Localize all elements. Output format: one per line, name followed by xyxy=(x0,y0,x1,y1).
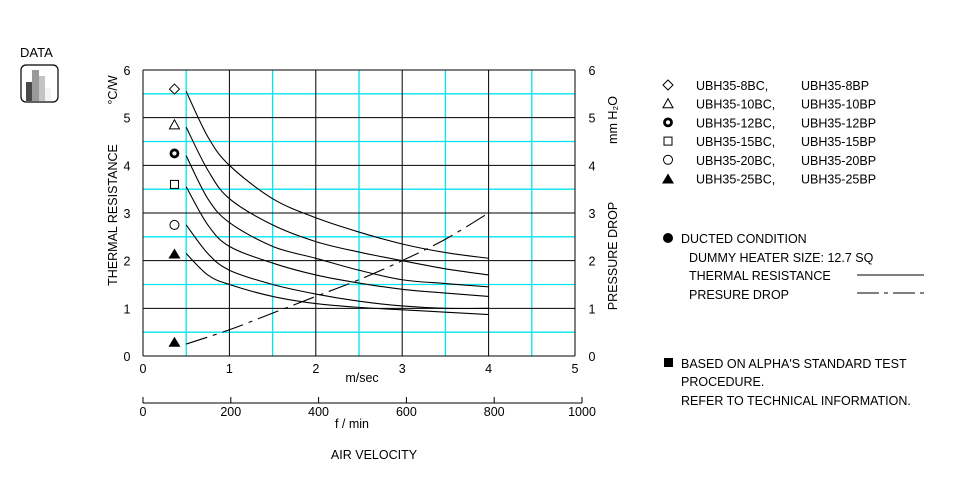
legend-model-bp: UBH35-8BP xyxy=(801,79,869,93)
x2-tick-label: 600 xyxy=(396,405,417,419)
legend-model-bc: UBH35-10BC, xyxy=(696,98,775,112)
triangle-filled-icon xyxy=(662,173,674,184)
square-icon xyxy=(663,136,673,146)
y-left-label: THERMAL RESISTANCE xyxy=(106,144,120,286)
square-icon xyxy=(169,179,179,189)
x-tick-label: 3 xyxy=(399,362,406,376)
triangle-filled-icon xyxy=(168,336,181,347)
y-right-tick-label: 2 xyxy=(589,255,596,269)
thermal-resistance-curve-4 xyxy=(185,224,489,310)
y-left-tick-label: 4 xyxy=(124,159,131,173)
triangle-open-icon xyxy=(168,118,181,130)
x-tick-label: 0 xyxy=(140,362,147,376)
legend-model-bc: UBH35-8BC, xyxy=(696,79,768,93)
circle-open-icon xyxy=(663,154,673,165)
diamond-icon xyxy=(168,83,181,95)
x2-tick-label: 800 xyxy=(484,405,505,419)
series-markers xyxy=(168,83,181,347)
triangle-filled-icon xyxy=(168,248,181,259)
legend-model-bp: UBH35-12BP xyxy=(801,116,876,130)
y-right-tick-label: 4 xyxy=(589,159,596,173)
thermal-resistance-curve-3 xyxy=(185,186,489,297)
bold-ring-icon xyxy=(663,117,673,128)
filled-circle-icon xyxy=(663,233,673,243)
plot-grid xyxy=(142,69,576,357)
y-right-tick-label: 5 xyxy=(589,112,596,126)
y-right-tick-label: 0 xyxy=(589,350,596,364)
thermal-legend-label: THERMAL RESISTANCE xyxy=(689,269,831,283)
pressure-legend-label: PRESURE DROP xyxy=(689,288,789,302)
x-axis-label: m/sec xyxy=(345,371,378,385)
thermal-resistance-curve-0 xyxy=(185,91,489,259)
legend-model-bp: UBH35-20BP xyxy=(801,154,876,168)
x-tick-label: 5 xyxy=(572,362,579,376)
legend-item: UBH35-15BC, UBH35-15BP xyxy=(663,135,876,149)
ducted-label: DUCTED CONDITION xyxy=(681,232,807,246)
thermal-resistance-curve-5 xyxy=(185,253,489,316)
curves xyxy=(185,91,489,345)
legend-item: UBH35-12BC, UBH35-12BP xyxy=(663,116,876,130)
y-left-tick-label: 2 xyxy=(124,255,131,269)
ducted-notes: DUCTED CONDITION DUMMY HEATER SIZE: 12.7… xyxy=(663,232,924,302)
x2-tick-label: 1000 xyxy=(568,405,596,419)
legend-model-bc: UBH35-12BC, xyxy=(696,116,775,130)
pressure-drop-curve xyxy=(186,212,489,345)
note-line1: BASED ON ALPHA'S STANDARD TEST xyxy=(681,357,907,371)
badge-label: DATA xyxy=(20,45,53,60)
y-left-tick-label: 6 xyxy=(124,64,131,78)
triangle-open-icon xyxy=(662,97,674,109)
note-line2: PROCEDURE. xyxy=(681,375,764,389)
y-left-tick-label: 1 xyxy=(124,302,131,316)
x2-tick-label: 0 xyxy=(140,405,147,419)
thermal-resistance-curve-2 xyxy=(185,155,489,288)
x2-tick-label: 200 xyxy=(220,405,241,419)
legend-model-bc: UBH35-25BC, xyxy=(696,173,775,187)
x-tick-label: 2 xyxy=(312,362,319,376)
y-left-tick-label: 5 xyxy=(124,112,131,126)
circle-open-icon xyxy=(169,219,180,230)
legend-model-bp: UBH35-10BP xyxy=(801,98,876,112)
y-right-unit: mm H₂O xyxy=(606,96,620,144)
y-left-unit: °C/W xyxy=(106,75,120,104)
legend-model-bc: UBH35-20BC, xyxy=(696,154,775,168)
legend-item: UBH35-8BC, UBH35-8BP xyxy=(662,79,869,93)
y-left-tick-label: 3 xyxy=(124,207,131,221)
legend-model-bp: UBH35-15BP xyxy=(801,135,876,149)
note-line3: REFER TO TECHNICAL INFORMATION. xyxy=(681,394,911,408)
y-right-tick-label: 3 xyxy=(589,207,596,221)
bold-ring-icon xyxy=(169,148,180,159)
thermal-resistance-curve-1 xyxy=(185,126,489,276)
bar-chart-icon xyxy=(20,64,59,103)
square-bullet-icon xyxy=(664,358,673,367)
axis-title: AIR VELOCITY xyxy=(331,448,418,462)
legend-model-bc: UBH35-15BC, xyxy=(696,135,775,149)
y-left-tick-label: 0 xyxy=(124,350,131,364)
y-right-tick-label: 1 xyxy=(589,302,596,316)
legend: UBH35-8BC, UBH35-8BP UBH35-10BC, UBH35-10BP… xyxy=(662,79,876,187)
data-badge: DATA xyxy=(20,45,59,103)
heater-label: DUMMY HEATER SIZE: 12.7 SQ xyxy=(689,251,874,265)
legend-item: UBH35-10BC, UBH35-10BP xyxy=(662,97,876,112)
legend-item: UBH35-20BC, UBH35-20BP xyxy=(663,154,876,168)
legend-item: UBH35-25BC, UBH35-25BP xyxy=(662,173,876,187)
test-note: BASED ON ALPHA'S STANDARD TEST PROCEDURE… xyxy=(664,357,911,408)
y-right-label: PRESSURE DROP xyxy=(606,202,620,310)
x-tick-label: 1 xyxy=(226,362,233,376)
x2-axis-label: f / min xyxy=(335,417,369,431)
legend-model-bp: UBH35-25BP xyxy=(801,173,876,187)
diamond-icon xyxy=(662,79,674,91)
x-tick-label: 4 xyxy=(485,362,492,376)
x2-tick-label: 400 xyxy=(308,405,329,419)
y-right-tick-label: 6 xyxy=(589,64,596,78)
